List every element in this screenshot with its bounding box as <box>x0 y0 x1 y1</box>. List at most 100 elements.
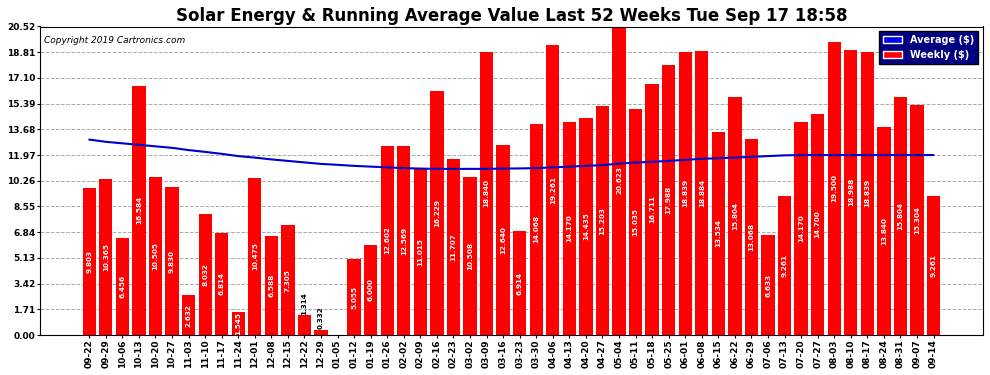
Text: 19.500: 19.500 <box>832 174 838 202</box>
Bar <box>315 330 328 335</box>
Bar <box>463 177 476 335</box>
Text: 14.170: 14.170 <box>798 214 804 242</box>
Bar <box>215 232 229 335</box>
Bar <box>927 196 940 335</box>
Bar <box>761 235 774 335</box>
Bar <box>629 109 643 335</box>
Bar <box>911 105 924 335</box>
Text: 18.839: 18.839 <box>864 179 870 207</box>
Bar <box>778 196 791 335</box>
Text: 18.839: 18.839 <box>682 179 688 207</box>
Bar <box>264 236 278 335</box>
Bar <box>695 51 709 335</box>
Text: Copyright 2019 Cartronics.com: Copyright 2019 Cartronics.com <box>45 36 186 45</box>
Text: 10.475: 10.475 <box>251 242 257 270</box>
Text: 13.840: 13.840 <box>881 217 887 245</box>
Text: 0.332: 0.332 <box>318 306 324 329</box>
Bar <box>414 170 427 335</box>
Bar <box>431 91 444 335</box>
Bar <box>364 245 377 335</box>
Bar <box>860 52 874 335</box>
Bar <box>148 177 162 335</box>
Text: 14.700: 14.700 <box>815 211 821 238</box>
Bar <box>199 214 212 335</box>
Bar <box>546 45 559 335</box>
Text: 2.632: 2.632 <box>185 304 192 327</box>
Text: 16.584: 16.584 <box>136 196 142 224</box>
Bar <box>562 122 576 335</box>
Text: 12.569: 12.569 <box>401 226 407 255</box>
Bar <box>844 50 857 335</box>
Bar <box>347 259 360 335</box>
Text: 11.707: 11.707 <box>450 233 456 261</box>
Text: 7.305: 7.305 <box>285 268 291 291</box>
Bar <box>877 127 891 335</box>
Bar <box>480 52 493 335</box>
Text: 12.602: 12.602 <box>384 226 390 254</box>
Text: 1.314: 1.314 <box>301 292 308 315</box>
Bar <box>513 231 527 335</box>
Bar <box>744 138 758 335</box>
Text: 10.508: 10.508 <box>467 242 473 270</box>
Text: 14.068: 14.068 <box>534 215 540 243</box>
Text: 6.814: 6.814 <box>219 272 225 295</box>
Bar <box>596 106 609 335</box>
Text: 17.988: 17.988 <box>665 186 671 214</box>
Bar <box>530 123 543 335</box>
Text: 6.633: 6.633 <box>765 274 771 297</box>
Text: 14.170: 14.170 <box>566 214 572 242</box>
Text: 13.068: 13.068 <box>748 223 754 251</box>
Bar <box>99 179 113 335</box>
Text: 6.914: 6.914 <box>517 272 523 294</box>
Text: 6.588: 6.588 <box>268 274 274 297</box>
Title: Solar Energy & Running Average Value Last 52 Weeks Tue Sep 17 18:58: Solar Energy & Running Average Value Las… <box>175 7 847 25</box>
Text: 9.830: 9.830 <box>169 250 175 273</box>
Bar <box>894 98 907 335</box>
Text: 9.261: 9.261 <box>931 254 937 277</box>
Text: 19.261: 19.261 <box>549 176 555 204</box>
Text: 18.884: 18.884 <box>699 179 705 207</box>
Text: 8.032: 8.032 <box>202 263 208 286</box>
Bar <box>613 25 626 335</box>
Bar <box>232 312 245 335</box>
Text: 6.456: 6.456 <box>120 275 126 298</box>
Text: 5.055: 5.055 <box>351 285 357 309</box>
Bar <box>165 187 178 335</box>
Text: 12.640: 12.640 <box>500 226 506 254</box>
Bar <box>397 146 411 335</box>
Text: 11.015: 11.015 <box>418 238 424 266</box>
Bar <box>712 132 725 335</box>
Text: 15.203: 15.203 <box>600 207 606 235</box>
Bar <box>298 315 311 335</box>
Text: 15.304: 15.304 <box>914 206 920 234</box>
Bar <box>82 188 96 335</box>
Text: 9.803: 9.803 <box>86 250 92 273</box>
Bar <box>182 296 195 335</box>
Text: 14.435: 14.435 <box>583 213 589 240</box>
Bar <box>729 98 742 335</box>
Text: 13.534: 13.534 <box>716 219 722 247</box>
Text: 10.365: 10.365 <box>103 243 109 271</box>
Bar <box>645 84 658 335</box>
Bar <box>248 177 261 335</box>
Bar <box>678 52 692 335</box>
Bar <box>662 64 675 335</box>
Bar <box>446 159 460 335</box>
Bar <box>116 238 129 335</box>
Text: 16.711: 16.711 <box>649 195 655 223</box>
Bar <box>497 145 510 335</box>
Text: 15.804: 15.804 <box>732 202 738 230</box>
Legend: Average ($), Weekly ($): Average ($), Weekly ($) <box>879 32 978 64</box>
Text: 1.545: 1.545 <box>236 312 242 335</box>
Text: 10.505: 10.505 <box>152 242 158 270</box>
Bar <box>380 146 394 335</box>
Text: 15.035: 15.035 <box>633 208 639 236</box>
Text: 16.229: 16.229 <box>434 199 440 227</box>
Text: 9.261: 9.261 <box>781 254 788 277</box>
Bar <box>828 42 841 335</box>
Bar <box>133 86 146 335</box>
Text: 6.000: 6.000 <box>367 279 373 302</box>
Bar <box>795 122 808 335</box>
Text: 20.623: 20.623 <box>616 166 622 194</box>
Text: 15.804: 15.804 <box>898 202 904 230</box>
